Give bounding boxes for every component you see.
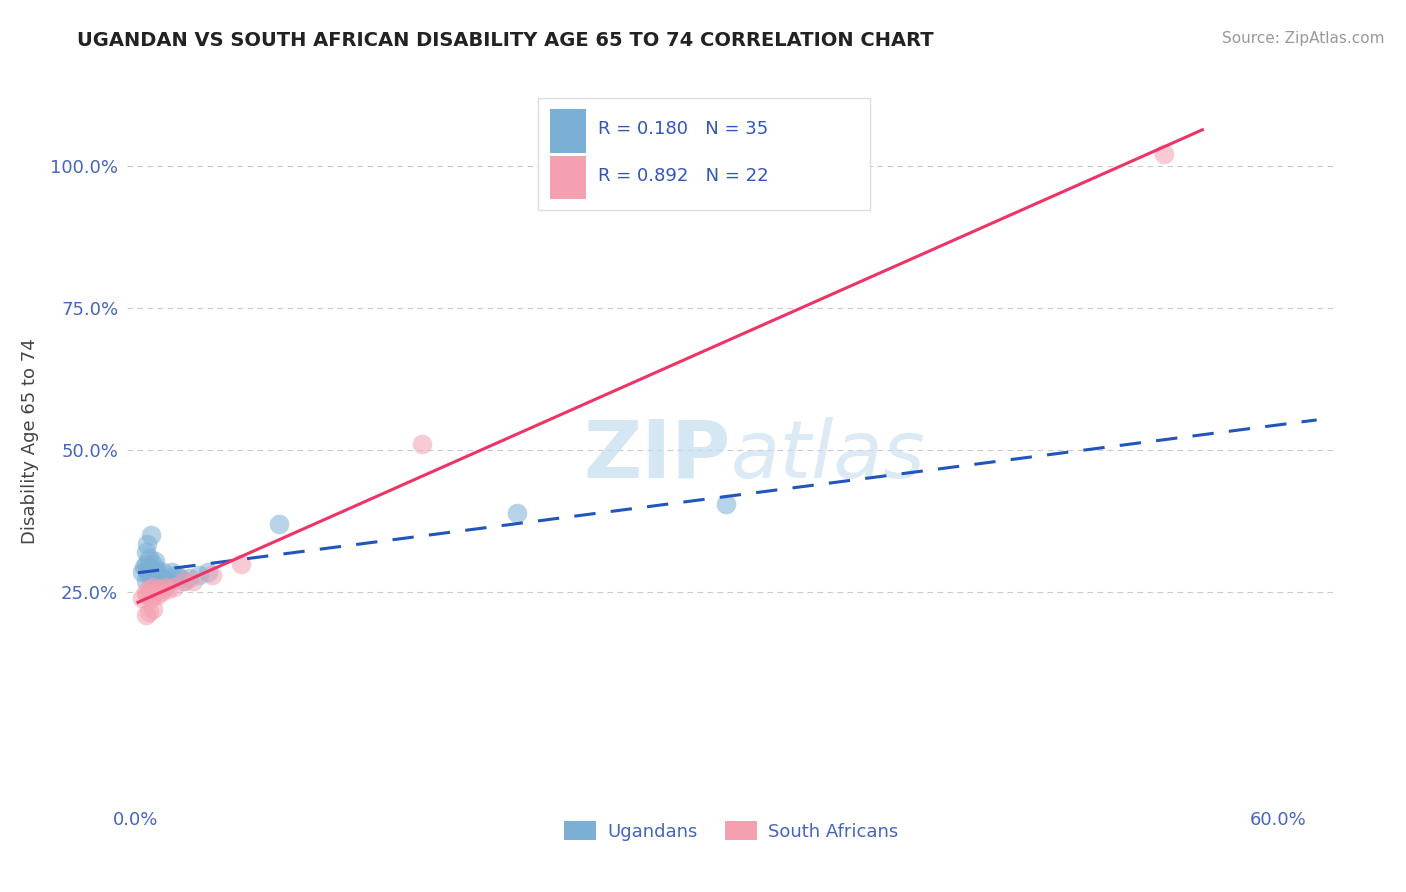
Point <box>141 528 163 542</box>
Point <box>143 554 166 568</box>
Point <box>135 545 157 559</box>
Point <box>132 559 155 574</box>
Point <box>148 568 170 582</box>
Point <box>138 551 160 566</box>
Point <box>187 568 209 582</box>
Point <box>411 437 433 451</box>
Text: atlas: atlas <box>731 417 927 495</box>
Point <box>165 568 187 582</box>
Point <box>149 585 172 599</box>
Point <box>162 566 184 580</box>
Point <box>173 574 195 588</box>
Point <box>143 585 166 599</box>
Point <box>506 506 529 520</box>
Point <box>229 557 252 571</box>
Point <box>138 563 160 577</box>
Point <box>131 566 153 580</box>
Point <box>142 568 165 582</box>
Point <box>131 591 153 605</box>
Point <box>155 576 177 591</box>
Point <box>149 571 172 585</box>
Point <box>153 580 176 594</box>
Point <box>146 563 169 577</box>
Point <box>141 559 163 574</box>
Point <box>136 588 159 602</box>
FancyBboxPatch shape <box>550 109 586 153</box>
Point <box>136 537 159 551</box>
Point <box>141 571 163 585</box>
Point <box>135 585 157 599</box>
Point <box>267 516 290 531</box>
Point <box>138 605 160 619</box>
Point <box>157 571 180 585</box>
Point <box>179 571 201 585</box>
Point <box>141 591 163 605</box>
Point <box>153 574 176 588</box>
Point <box>135 557 157 571</box>
Point <box>136 566 159 580</box>
Text: R = 0.180   N = 35: R = 0.180 N = 35 <box>598 120 768 137</box>
Point <box>138 582 160 597</box>
Point <box>197 566 219 580</box>
Text: ZIP: ZIP <box>583 417 731 495</box>
Point <box>143 576 166 591</box>
Point <box>163 580 186 594</box>
Point <box>173 574 195 588</box>
Point <box>143 566 166 580</box>
FancyBboxPatch shape <box>537 98 870 211</box>
Point <box>152 566 174 580</box>
Point <box>142 580 165 594</box>
Point <box>201 568 224 582</box>
Text: Source: ZipAtlas.com: Source: ZipAtlas.com <box>1222 31 1385 46</box>
Text: R = 0.892   N = 22: R = 0.892 N = 22 <box>598 168 769 186</box>
Point <box>157 582 180 597</box>
Legend: Ugandans, South Africans: Ugandans, South Africans <box>557 814 905 848</box>
Point <box>146 574 169 588</box>
Point <box>135 574 157 588</box>
Y-axis label: Disability Age 65 to 74: Disability Age 65 to 74 <box>21 339 39 544</box>
Point <box>146 588 169 602</box>
Point <box>1153 147 1175 161</box>
Point <box>142 557 165 571</box>
Point <box>142 602 165 616</box>
Point <box>716 497 738 511</box>
Point <box>169 571 191 585</box>
Point <box>181 574 204 588</box>
Point <box>148 582 170 597</box>
FancyBboxPatch shape <box>550 156 586 200</box>
Point <box>135 608 157 623</box>
Text: UGANDAN VS SOUTH AFRICAN DISABILITY AGE 65 TO 74 CORRELATION CHART: UGANDAN VS SOUTH AFRICAN DISABILITY AGE … <box>77 31 934 50</box>
